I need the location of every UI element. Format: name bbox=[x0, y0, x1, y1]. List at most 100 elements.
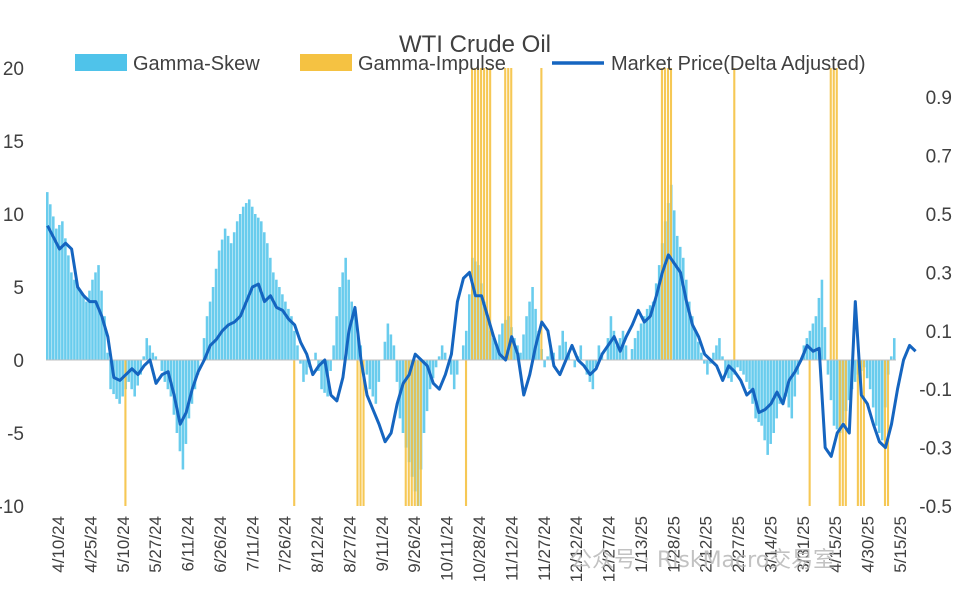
gamma-skew-bar bbox=[739, 360, 742, 371]
gamma-skew-bar bbox=[365, 360, 369, 375]
gamma-skew-bar bbox=[130, 360, 133, 390]
gamma-skew-bar bbox=[534, 308, 537, 360]
gamma-skew-bar bbox=[826, 360, 830, 375]
gamma-skew-bar bbox=[142, 356, 146, 360]
gamma-impulse-bar bbox=[660, 68, 663, 360]
gamma-skew-bar bbox=[868, 360, 872, 390]
x-axis-tick-label: 4/10/24 bbox=[49, 516, 68, 573]
market-price-line bbox=[46, 224, 917, 458]
gamma-skew-bar bbox=[275, 279, 278, 360]
gamma-skew-bar bbox=[832, 360, 836, 426]
gamma-skew-bar bbox=[187, 360, 191, 419]
gamma-skew-bar bbox=[543, 360, 546, 368]
gamma-skew-bar bbox=[425, 360, 429, 412]
gamma-skew-bar bbox=[205, 316, 209, 360]
gamma-impulse-bar bbox=[486, 68, 489, 360]
gamma-skew-bar bbox=[70, 272, 73, 360]
gamma-skew-bar bbox=[754, 360, 757, 419]
left-axis-tick-label: 5 bbox=[13, 278, 24, 299]
gamma-impulse-bar bbox=[362, 360, 365, 506]
gamma-skew-bar bbox=[703, 360, 706, 364]
gamma-skew-bar bbox=[94, 272, 97, 360]
right-axis-tick-label: -0.3 bbox=[919, 439, 952, 460]
legend-skew-label: Gamma-Skew bbox=[133, 53, 260, 75]
gamma-skew-bar bbox=[214, 268, 218, 360]
gamma-skew-bar bbox=[52, 216, 55, 360]
right-axis-tick-label: 0.7 bbox=[926, 147, 952, 168]
gamma-skew-bar bbox=[853, 360, 857, 382]
gamma-impulse-bar bbox=[666, 68, 670, 360]
gamma-skew-bar bbox=[781, 360, 785, 401]
gamma-skew-bar bbox=[685, 279, 688, 360]
gamma-skew-bar bbox=[395, 360, 399, 382]
legend-impulse-label: Gamma-Impulse bbox=[358, 53, 506, 75]
gamma-skew-bar bbox=[763, 360, 766, 441]
gamma-skew-bar bbox=[85, 301, 88, 360]
gamma-skew-bar bbox=[645, 308, 649, 360]
gamma-impulse-bar bbox=[510, 68, 513, 360]
gamma-skew-bar bbox=[657, 265, 661, 360]
gamma-skew-bar bbox=[269, 257, 272, 360]
gamma-skew-bar bbox=[103, 316, 106, 360]
gamma-skew-bar bbox=[184, 360, 188, 444]
gamma-skew-bar bbox=[91, 279, 94, 360]
gamma-skew-bar bbox=[244, 203, 248, 360]
x-axis-ticks: 4/10/24 4/25/24 5/10/24 5/27/24 6/11/24 6/26/… bbox=[49, 516, 910, 582]
legend-skew-swatch bbox=[75, 54, 127, 71]
gamma-skew-bar bbox=[139, 360, 142, 375]
gamma-impulse-bar bbox=[413, 360, 416, 506]
gamma-skew-bar bbox=[531, 287, 534, 360]
gamma-skew-bar bbox=[522, 334, 525, 360]
gamma-skew-bar bbox=[232, 232, 236, 360]
gamma-skew-bar bbox=[160, 360, 164, 371]
gamma-skew-bar bbox=[202, 338, 206, 360]
right-axis-tick-label: -0.1 bbox=[919, 380, 952, 401]
gamma-skew-bar bbox=[461, 345, 465, 360]
gamma-skew-bar bbox=[335, 316, 338, 360]
gamma-skew-bar bbox=[573, 360, 577, 368]
gamma-skew-bar bbox=[564, 341, 567, 360]
gamma-skew-bar bbox=[434, 360, 438, 368]
gamma-skew-bar bbox=[537, 330, 540, 360]
gamma-skew-bar bbox=[492, 338, 495, 360]
gamma-skew-bar bbox=[76, 287, 79, 360]
gamma-skew-bar bbox=[386, 323, 390, 360]
x-axis-tick-label: 12/12/24 bbox=[567, 516, 586, 582]
gamma-skew-bar bbox=[320, 360, 323, 390]
gamma-skew-bar bbox=[606, 338, 610, 360]
gamma-skew-bar bbox=[452, 360, 456, 390]
gamma-skew-bar bbox=[190, 360, 194, 404]
gamma-impulse-bar bbox=[832, 68, 835, 360]
gamma-skew-bar bbox=[302, 360, 305, 382]
gamma-impulse-bar bbox=[410, 360, 413, 506]
gamma-skew-bar bbox=[733, 360, 736, 375]
gamma-skew-bar bbox=[639, 323, 643, 360]
x-axis-tick-label: 4/15/25 bbox=[826, 516, 845, 573]
gamma-skew-bar bbox=[223, 228, 227, 360]
x-axis-tick-label: 3/14/25 bbox=[762, 516, 781, 573]
x-axis-tick-label: 11/12/24 bbox=[502, 516, 521, 581]
gamma-skew-bar bbox=[579, 345, 583, 360]
left-axis-tick-label: -10 bbox=[0, 497, 24, 518]
gamma-skew-bar bbox=[784, 360, 788, 397]
gamma-skew-bar bbox=[706, 360, 709, 375]
gamma-impulse-bar bbox=[507, 68, 510, 360]
gamma-skew-bar bbox=[615, 345, 619, 360]
gamma-skew-bar bbox=[455, 360, 459, 375]
gamma-skew-bar bbox=[724, 360, 727, 375]
gamma-skew-bar bbox=[790, 360, 794, 419]
right-axis-tick-label: 0.3 bbox=[926, 263, 952, 284]
gamma-skew-bar bbox=[561, 330, 564, 360]
gamma-skew-bar bbox=[597, 345, 601, 360]
gamma-skew-bar bbox=[181, 360, 185, 470]
x-axis-tick-label: 9/26/24 bbox=[405, 516, 424, 573]
gamma-skew-bar bbox=[877, 360, 881, 433]
gamma-skew-bar bbox=[229, 243, 233, 360]
gamma-skew-bar bbox=[250, 206, 254, 360]
right-axis-tick-label: 0.1 bbox=[926, 322, 952, 343]
gamma-skew-bar bbox=[145, 338, 149, 360]
gamma-impulse-bar bbox=[416, 360, 419, 506]
gamma-skew-bar bbox=[329, 360, 332, 371]
gamma-skew-bar bbox=[281, 294, 284, 360]
gamma-skew-bar bbox=[793, 360, 797, 397]
